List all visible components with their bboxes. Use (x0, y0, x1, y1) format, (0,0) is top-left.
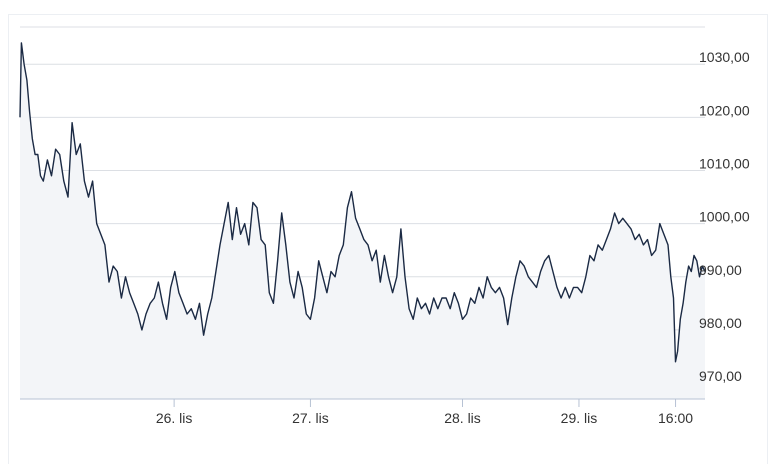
y-axis-labels: 970,00 980,00 990,00 1000,00 1010,00 1020,00 1… (699, 49, 750, 384)
y-tick-label: 1000,00 (699, 209, 750, 225)
x-tick-label: 26. lis (156, 410, 193, 426)
y-tick-label: 1030,00 (699, 49, 750, 65)
x-tick-label: 27. lis (292, 410, 329, 426)
y-tick-label: 980,00 (699, 315, 742, 331)
y-tick-label: 970,00 (699, 368, 742, 384)
area-fill (20, 42, 705, 400)
x-tick-label: 28. lis (444, 410, 481, 426)
x-tick-label: 29. lis (561, 410, 598, 426)
y-tick-label: 1010,00 (699, 155, 750, 171)
x-axis-labels: 26. lis 27. lis 28. lis 29. lis 16:00 (156, 410, 693, 426)
x-axis (20, 398, 705, 407)
x-tick-label: 16:00 (658, 410, 693, 426)
y-tick-label: 990,00 (699, 262, 742, 278)
series-line (19, 42, 706, 363)
area-series (19, 42, 706, 400)
y-tick-label: 1020,00 (699, 102, 750, 118)
